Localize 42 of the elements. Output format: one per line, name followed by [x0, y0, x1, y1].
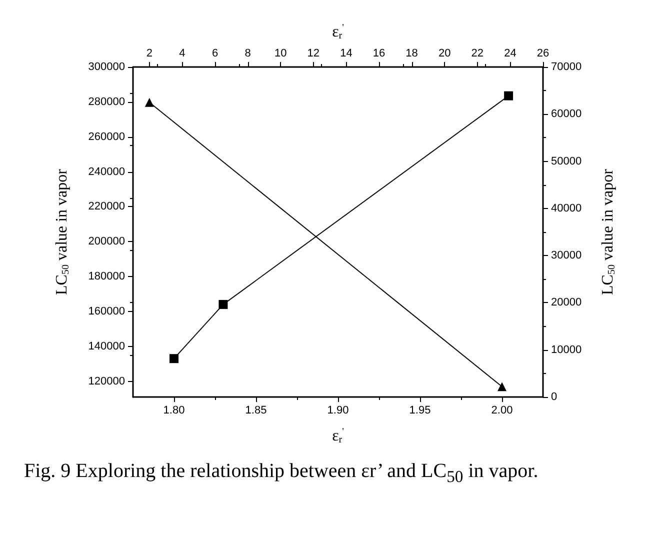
y-tick-label: 300000 — [88, 61, 125, 73]
y-tick-label: 140000 — [88, 340, 125, 352]
x2-tick-label: 4 — [179, 48, 186, 60]
y2-tick-label: 0 — [551, 391, 558, 403]
y-tick-label: 280000 — [88, 96, 125, 108]
x2-tick-label: 14 — [340, 48, 352, 60]
y-tick-label: 120000 — [88, 375, 125, 388]
x2-tick-label: 18 — [406, 48, 418, 60]
point — [170, 354, 178, 364]
x2-tick-label: 2 — [146, 48, 152, 60]
y2-tick-label: 60000 — [551, 108, 582, 120]
y-tick-label: 260000 — [88, 130, 125, 143]
x2-tick-label: 16 — [372, 48, 386, 60]
y-tick-label: 180000 — [88, 270, 125, 283]
y2-tick-label: 10000 — [551, 344, 582, 356]
x2-tick-label: 26 — [536, 48, 550, 60]
x2-tick-label: 24 — [504, 48, 516, 60]
x2-tick-label: 6 — [212, 48, 218, 60]
y2-tick-label: 30000 — [551, 250, 582, 262]
point — [218, 300, 228, 309]
x2-tick-label: 22 — [471, 48, 484, 60]
y2-axis-title: LC50 value in vapor — [600, 168, 618, 295]
caption: Fig. 9 Exploring the relationship between εr’ and LC$_{50}$ in vapor. — [24, 459, 540, 488]
x-tick-label: 2.00 — [491, 404, 513, 416]
x2-tick-label: 12 — [307, 48, 320, 60]
x-tick-label: 1.80 — [163, 404, 185, 416]
x2-tick-label: 10 — [274, 48, 287, 60]
y2-tick-label: 50000 — [551, 155, 582, 168]
y-axis-title: LC50 value in vapor — [54, 168, 72, 295]
x-tick-label: 1.90 — [327, 404, 349, 416]
x-tick-label: 1.95 — [409, 404, 431, 416]
y2-tick-label: 20000 — [551, 296, 582, 309]
y-tick-label: 200000 — [88, 236, 125, 248]
y-tick-label: 160000 — [88, 305, 125, 318]
x2-tick-label: 8 — [244, 48, 251, 60]
y2-tick-label: 70000 — [551, 61, 582, 73]
y-tick-label: 220000 — [88, 200, 125, 213]
y-tick-label: 240000 — [88, 166, 125, 178]
point — [504, 91, 514, 100]
y2-tick-label: 40000 — [551, 202, 582, 214]
x-tick-label: 1.85 — [245, 404, 267, 416]
x2-tick-label: 20 — [438, 48, 451, 60]
